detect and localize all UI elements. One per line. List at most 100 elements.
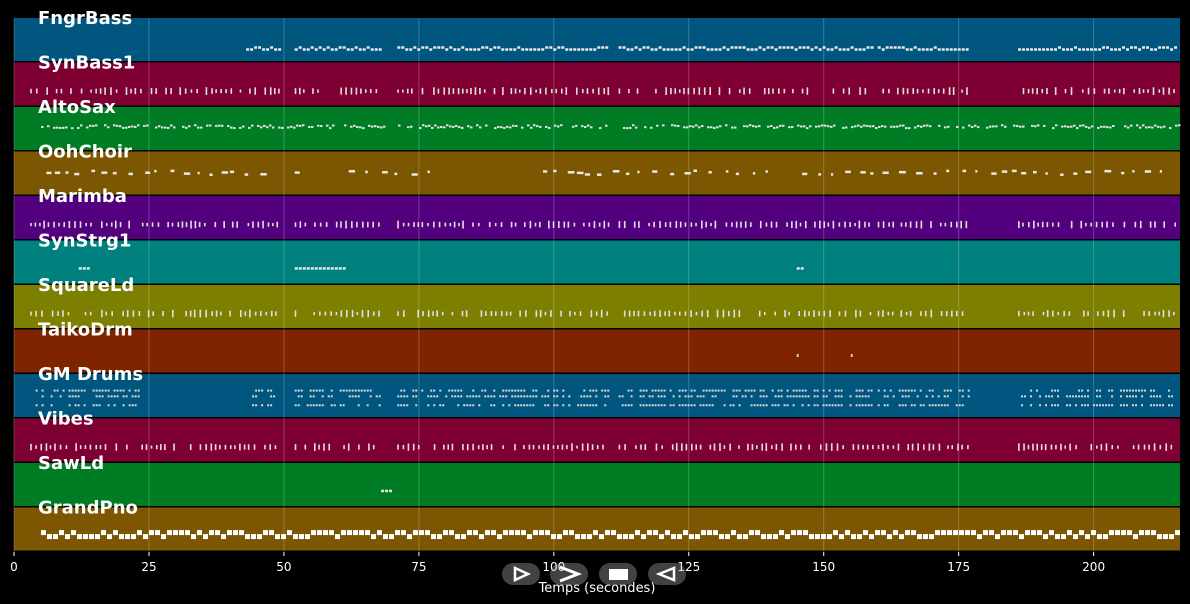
note [597,46,601,49]
note [274,48,278,51]
note [438,221,441,228]
note [460,534,466,540]
note [442,404,445,407]
note [676,124,680,127]
note [695,444,698,450]
note [595,389,598,392]
note [1096,389,1099,392]
note [844,310,847,317]
note [472,222,474,227]
note [533,48,537,51]
note [645,389,648,392]
note [445,48,449,51]
stop-button[interactable] [599,563,637,585]
note [901,389,904,392]
note [298,534,304,540]
fast-forward-button[interactable] [550,563,588,585]
note [648,404,651,407]
note [642,46,646,49]
note [772,126,776,129]
note [837,395,840,398]
note [1036,530,1042,536]
note [558,221,560,229]
note [514,389,517,392]
playback-controls [502,563,692,587]
note [104,444,107,451]
note [46,125,50,128]
play-button[interactable] [502,563,540,585]
note [322,48,326,51]
note [595,404,598,407]
note [832,124,836,127]
note [718,87,721,96]
note [1093,404,1096,407]
note [364,89,367,93]
note [1030,404,1033,407]
note [372,311,375,316]
note [36,88,38,94]
note [1045,172,1048,175]
note [1063,125,1067,128]
note [309,404,312,407]
note [107,395,110,398]
note [557,46,561,49]
note [640,534,646,540]
note [775,444,778,451]
note [699,404,702,407]
note [860,171,866,174]
track-label-marimba: Marimba [38,186,127,207]
note [432,311,434,316]
note [777,88,780,94]
note [358,530,364,536]
vertical-gridlines [13,18,1095,552]
note [693,404,696,407]
note [556,389,559,392]
track-lane-synstrg1 [14,240,1180,284]
note [520,395,523,398]
note [825,443,828,451]
note [41,404,44,407]
note [952,530,958,536]
note [655,443,658,451]
note [583,395,586,398]
rewind-button[interactable] [648,563,686,585]
note [814,534,820,540]
track-lane-altosax [14,107,1180,150]
track-label-fngrbass: FngrBass [38,8,132,29]
note [479,88,481,95]
note [418,530,424,536]
note [413,222,415,228]
note [752,172,756,175]
note [678,404,681,407]
note [906,88,909,94]
note [705,221,707,228]
note [407,222,410,227]
track-label-taikodrm: TaikoDrm [38,320,133,341]
note [1051,395,1054,398]
note [1030,530,1036,536]
note [1073,172,1078,175]
note [447,444,450,450]
note [798,311,800,317]
note [88,124,92,127]
note [816,389,819,392]
note [1173,89,1175,94]
note [526,404,529,407]
note [221,171,229,174]
note [710,48,714,51]
note [633,310,635,317]
note [580,395,583,398]
notes-altosax [40,124,1181,130]
note [813,389,816,392]
note [888,222,890,227]
note [639,404,642,407]
note [1063,310,1065,317]
note [588,222,591,227]
note [79,124,83,127]
note [521,48,525,51]
note [708,404,711,407]
note [185,310,187,317]
note [560,310,562,317]
note [418,126,422,129]
note [654,404,657,407]
